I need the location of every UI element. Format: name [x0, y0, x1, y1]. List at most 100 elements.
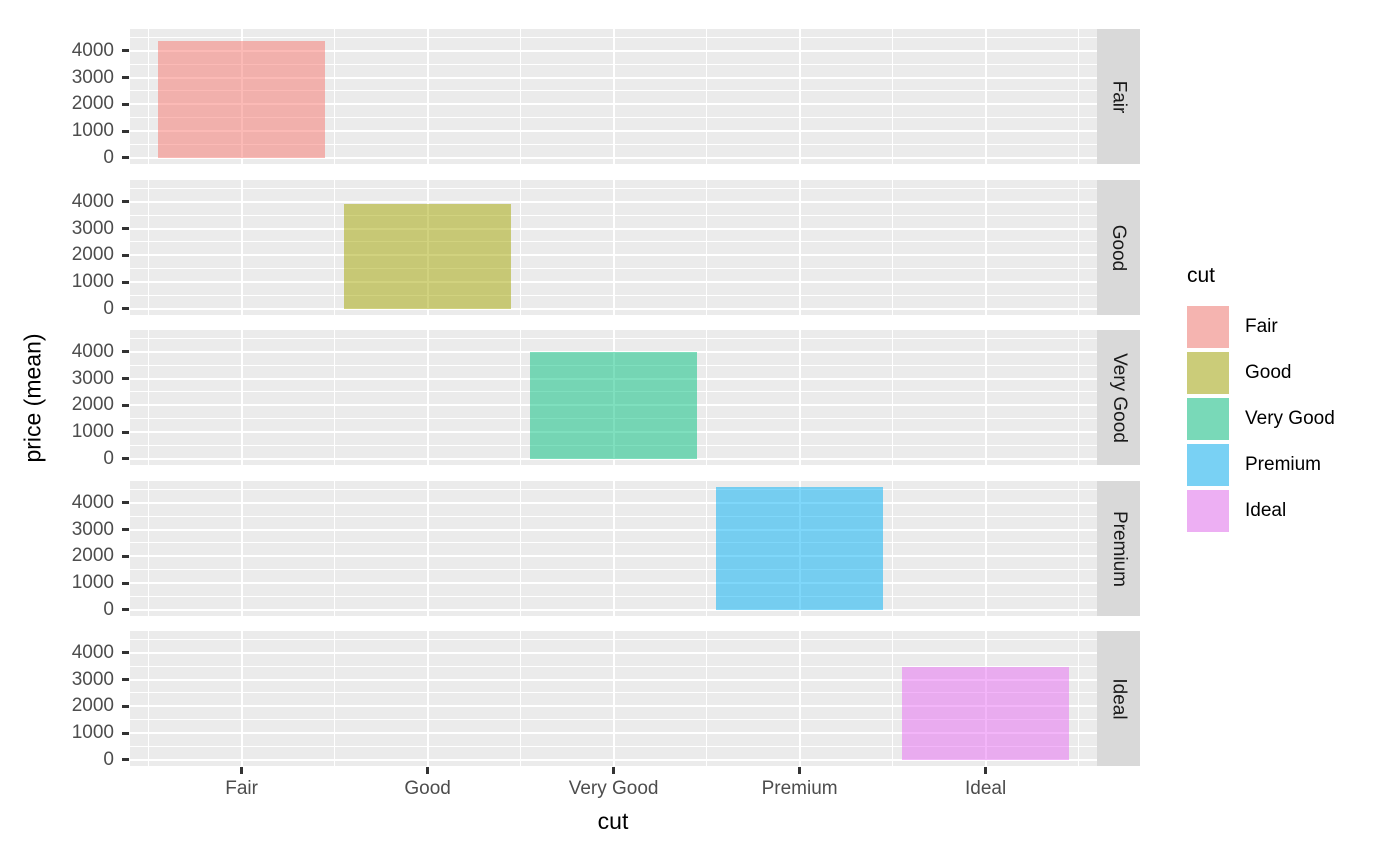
- y-tick-label: 0: [103, 598, 114, 620]
- minor-gridline-vertical: [334, 631, 336, 766]
- legend-label: Very Good: [1245, 408, 1335, 429]
- minor-gridline-vertical: [1078, 481, 1080, 616]
- legend-swatch: [1187, 398, 1229, 440]
- x-tick-label: Premium: [761, 778, 838, 799]
- x-tick-mark: [984, 767, 988, 774]
- legend-key-good: [1187, 352, 1229, 394]
- legend-swatch: [1187, 490, 1229, 532]
- y-tick-label: 4000: [71, 39, 114, 61]
- minor-gridline-vertical: [334, 481, 336, 616]
- x-tick-mark: [426, 767, 430, 774]
- facet-panel-good: [130, 180, 1097, 315]
- minor-gridline-vertical: [1078, 29, 1080, 164]
- major-gridline-vertical: [984, 481, 987, 616]
- y-tick-label: 0: [103, 297, 114, 319]
- bar-fair: [157, 41, 326, 158]
- minor-gridline-vertical: [148, 29, 150, 164]
- minor-gridline-vertical: [148, 330, 150, 465]
- facet-panel-ideal: [130, 631, 1097, 766]
- minor-gridline-vertical: [706, 481, 708, 616]
- y-tick-label: 3000: [71, 217, 114, 239]
- y-tick-mark: [122, 704, 129, 708]
- y-tick-mark: [122, 581, 129, 585]
- bar-very-good: [529, 352, 698, 459]
- y-tick-label: 3000: [71, 518, 114, 540]
- major-gridline-vertical: [798, 631, 801, 766]
- minor-gridline-vertical: [520, 29, 522, 164]
- major-gridline-vertical: [984, 330, 987, 465]
- y-tick-mark: [122, 430, 129, 434]
- y-tick-mark: [122, 651, 129, 655]
- y-tick-label: 2000: [71, 93, 114, 115]
- legend-swatch: [1187, 306, 1229, 348]
- facet-strip-label: Ideal: [1108, 677, 1130, 720]
- y-tick-label: 1000: [71, 572, 114, 594]
- major-gridline-vertical: [426, 330, 429, 465]
- minor-gridline-vertical: [892, 29, 894, 164]
- x-tick-label: Ideal: [964, 778, 1007, 799]
- y-tick-mark: [122, 253, 129, 257]
- y-tick-label: 2000: [71, 545, 114, 567]
- major-gridline-vertical: [426, 481, 429, 616]
- minor-gridline-vertical: [334, 29, 336, 164]
- y-tick-label: 3000: [71, 66, 114, 88]
- minor-gridline-vertical: [1078, 330, 1080, 465]
- y-tick-mark: [122, 608, 129, 612]
- x-tick-mark: [240, 767, 244, 774]
- minor-gridline-vertical: [148, 180, 150, 315]
- minor-gridline-vertical: [892, 330, 894, 465]
- legend-key-premium: [1187, 444, 1229, 486]
- y-tick-label: 1000: [71, 421, 114, 443]
- minor-gridline-vertical: [706, 29, 708, 164]
- x-tick-label: Very Good: [568, 778, 659, 799]
- minor-gridline-vertical: [520, 481, 522, 616]
- major-gridline-vertical: [984, 29, 987, 164]
- facet-strip-label: Good: [1108, 224, 1130, 271]
- y-tick-mark: [122, 403, 129, 407]
- minor-gridline-vertical: [148, 481, 150, 616]
- y-tick-label: 2000: [71, 695, 114, 717]
- bar-premium: [715, 487, 884, 610]
- minor-gridline-vertical: [520, 330, 522, 465]
- major-gridline-vertical: [612, 29, 615, 164]
- facet-strip-label: Premium: [1108, 510, 1130, 587]
- minor-gridline-vertical: [892, 631, 894, 766]
- major-gridline-vertical: [798, 330, 801, 465]
- x-tick-label: Fair: [225, 778, 258, 799]
- y-tick-mark: [122, 307, 129, 311]
- minor-gridline-vertical: [706, 330, 708, 465]
- x-tick-mark: [612, 767, 616, 774]
- minor-gridline-vertical: [1078, 631, 1080, 766]
- facet-strip-good: Good: [1097, 180, 1140, 315]
- facet-strip-premium: Premium: [1097, 481, 1140, 616]
- minor-gridline-vertical: [892, 180, 894, 315]
- y-tick-mark: [122, 678, 129, 682]
- minor-gridline-vertical: [1078, 180, 1080, 315]
- y-tick-mark: [122, 156, 129, 160]
- facet-strip-label: Very Good: [1108, 352, 1130, 443]
- major-gridline-vertical: [240, 631, 243, 766]
- y-tick-label: 1000: [71, 271, 114, 293]
- x-tick-label: Good: [404, 778, 451, 799]
- major-gridline-vertical: [612, 631, 615, 766]
- y-tick-mark: [122, 457, 129, 461]
- y-tick-mark: [122, 731, 129, 735]
- facet-strip-ideal: Ideal: [1097, 631, 1140, 766]
- facet-panel-premium: [130, 481, 1097, 616]
- y-tick-label: 0: [103, 146, 114, 168]
- bar-good: [343, 203, 512, 309]
- y-tick-mark: [122, 554, 129, 558]
- minor-gridline-vertical: [520, 180, 522, 315]
- major-gridline-vertical: [240, 481, 243, 616]
- minor-gridline-vertical: [334, 330, 336, 465]
- minor-gridline-vertical: [148, 631, 150, 766]
- y-tick-mark: [122, 501, 129, 505]
- y-tick-label: 3000: [71, 668, 114, 690]
- y-axis-title: price (mean): [19, 333, 46, 463]
- major-gridline-vertical: [984, 180, 987, 315]
- legend-label: Fair: [1245, 316, 1278, 337]
- y-tick-mark: [122, 377, 129, 381]
- y-tick-label: 0: [103, 447, 114, 469]
- legend-label: Premium: [1245, 454, 1322, 475]
- minor-gridline-vertical: [520, 631, 522, 766]
